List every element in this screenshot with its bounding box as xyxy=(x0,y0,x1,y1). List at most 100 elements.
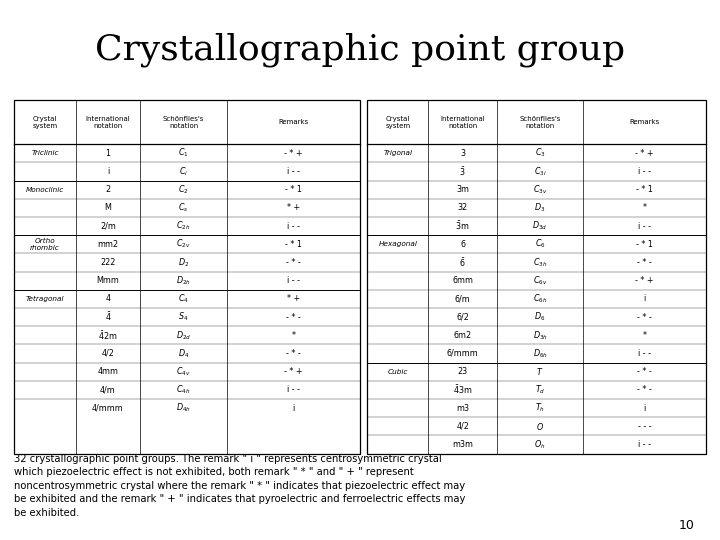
Text: Mmm: Mmm xyxy=(96,276,120,285)
Text: i - -: i - - xyxy=(287,276,300,285)
Text: Remarks: Remarks xyxy=(278,119,309,125)
Bar xyxy=(367,100,706,454)
Text: - * 1: - * 1 xyxy=(636,185,653,194)
Text: - * -: - * - xyxy=(637,313,652,321)
Text: i - -: i - - xyxy=(287,221,300,231)
Text: $C_{6v}$: $C_{6v}$ xyxy=(533,274,547,287)
Text: *: * xyxy=(292,331,295,340)
Text: i: i xyxy=(292,403,294,413)
Text: - * +: - * + xyxy=(635,148,654,158)
Text: $D_{2h}$: $D_{2h}$ xyxy=(176,274,191,287)
Text: $D_{4h}$: $D_{4h}$ xyxy=(176,402,191,414)
Text: Crystallographic point group: Crystallographic point group xyxy=(95,33,625,67)
Text: 6mm: 6mm xyxy=(452,276,473,285)
Text: 3m: 3m xyxy=(456,185,469,194)
Text: $O_h$: $O_h$ xyxy=(534,438,546,451)
Text: Trigonal: Trigonal xyxy=(383,150,413,156)
Text: 4mm: 4mm xyxy=(97,367,119,376)
Text: 4/mmm: 4/mmm xyxy=(92,403,124,413)
Text: 222: 222 xyxy=(100,258,116,267)
Text: $C_{4v}$: $C_{4v}$ xyxy=(176,366,191,378)
Text: * +: * + xyxy=(287,204,300,212)
Text: i: i xyxy=(107,167,109,176)
Text: *: * xyxy=(642,331,647,340)
Text: 23: 23 xyxy=(457,367,468,376)
Text: $C_{2h}$: $C_{2h}$ xyxy=(176,220,191,232)
Text: m3: m3 xyxy=(456,403,469,413)
Text: - * -: - * - xyxy=(286,258,301,267)
Text: $T$: $T$ xyxy=(536,366,544,377)
Text: i - -: i - - xyxy=(287,386,300,394)
Text: Cubic: Cubic xyxy=(387,369,408,375)
Text: $\bar{4}$2m: $\bar{4}$2m xyxy=(99,329,117,342)
Text: mm2: mm2 xyxy=(97,240,119,249)
Text: $C_s$: $C_s$ xyxy=(179,201,189,214)
Text: $D_6$: $D_6$ xyxy=(534,311,546,323)
Text: m3m: m3m xyxy=(452,440,473,449)
Text: - * 1: - * 1 xyxy=(285,185,302,194)
Text: $C_{3i}$: $C_{3i}$ xyxy=(534,165,546,178)
Text: Monoclinic: Monoclinic xyxy=(26,187,64,193)
Text: $D_{2d}$: $D_{2d}$ xyxy=(176,329,192,341)
Text: International
notation: International notation xyxy=(440,116,485,129)
Text: 3: 3 xyxy=(460,148,465,158)
Text: - * -: - * - xyxy=(637,386,652,394)
Text: i: i xyxy=(643,403,646,413)
Text: Schönflies's
notation: Schönflies's notation xyxy=(519,116,561,129)
Text: $C_i$: $C_i$ xyxy=(179,165,188,178)
Text: Tetragonal: Tetragonal xyxy=(26,296,64,302)
Text: $C_1$: $C_1$ xyxy=(179,147,189,159)
Text: 10: 10 xyxy=(679,519,695,532)
Text: i - -: i - - xyxy=(638,349,651,358)
Text: $O$: $O$ xyxy=(536,421,544,432)
Text: International
notation: International notation xyxy=(86,116,130,129)
Text: $D_{3d}$: $D_{3d}$ xyxy=(532,220,548,232)
Text: - * +: - * + xyxy=(635,276,654,285)
Text: Hexagonal: Hexagonal xyxy=(379,241,417,247)
Text: 4: 4 xyxy=(106,294,110,303)
Text: - * 1: - * 1 xyxy=(636,240,653,249)
Text: 6/m: 6/m xyxy=(455,294,470,303)
Text: $\bar{4}$: $\bar{4}$ xyxy=(104,310,112,323)
Text: $\bar{4}$3m: $\bar{4}$3m xyxy=(453,383,472,396)
Text: $T_d$: $T_d$ xyxy=(535,383,545,396)
Text: 4/m: 4/m xyxy=(100,386,116,394)
Text: 6/mmm: 6/mmm xyxy=(446,349,479,358)
Text: Ortho
rhombic: Ortho rhombic xyxy=(30,238,60,251)
Text: $C_{3h}$: $C_{3h}$ xyxy=(533,256,547,269)
Text: $T_h$: $T_h$ xyxy=(535,402,545,414)
Text: Crystal
system: Crystal system xyxy=(32,116,58,129)
Text: Schönflies's
notation: Schönflies's notation xyxy=(163,116,204,129)
Text: $C_{4h}$: $C_{4h}$ xyxy=(176,383,191,396)
Text: Remarks: Remarks xyxy=(629,119,660,125)
Text: $\bar{6}$: $\bar{6}$ xyxy=(459,256,466,269)
Text: - * 1: - * 1 xyxy=(285,240,302,249)
Text: M: M xyxy=(104,204,112,212)
Text: $\bar{3}$: $\bar{3}$ xyxy=(459,165,466,178)
Text: 4/2: 4/2 xyxy=(102,349,114,358)
Text: i - -: i - - xyxy=(638,167,651,176)
Text: $C_3$: $C_3$ xyxy=(535,147,545,159)
Text: $D_{6h}$: $D_{6h}$ xyxy=(533,347,547,360)
Text: 4/2: 4/2 xyxy=(456,422,469,431)
Text: 1: 1 xyxy=(106,148,110,158)
Text: 2: 2 xyxy=(105,185,111,194)
Text: - * -: - * - xyxy=(286,313,301,321)
Text: $C_{6h}$: $C_{6h}$ xyxy=(533,293,547,305)
Text: - * -: - * - xyxy=(637,258,652,267)
Text: Crystal
system: Crystal system xyxy=(385,116,410,129)
Bar xyxy=(14,100,360,454)
Text: *: * xyxy=(642,204,647,212)
Text: $C_4$: $C_4$ xyxy=(178,293,189,305)
Text: 32: 32 xyxy=(457,204,468,212)
Text: $D_{3h}$: $D_{3h}$ xyxy=(533,329,547,341)
Text: 6/2: 6/2 xyxy=(456,313,469,321)
Text: Triclinic: Triclinic xyxy=(31,150,59,156)
Text: - * -: - * - xyxy=(286,349,301,358)
Text: i - -: i - - xyxy=(287,167,300,176)
Text: $C_2$: $C_2$ xyxy=(179,184,189,196)
Text: $D_2$: $D_2$ xyxy=(178,256,189,269)
Text: $\bar{3}$m: $\bar{3}$m xyxy=(456,220,469,232)
Text: $D_4$: $D_4$ xyxy=(178,347,189,360)
Text: $D_3$: $D_3$ xyxy=(534,201,546,214)
